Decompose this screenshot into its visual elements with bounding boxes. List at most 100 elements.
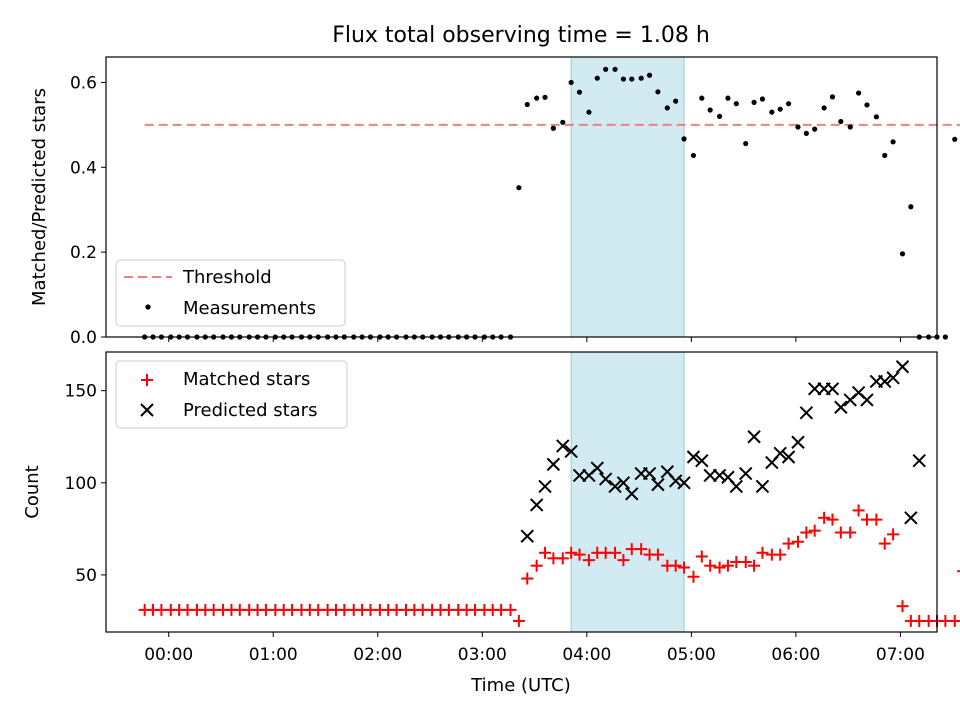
matched-stars-point: [651, 548, 664, 561]
measurement-point: [560, 119, 566, 125]
predicted-stars-point: [834, 400, 848, 414]
matched-stars-point: [826, 513, 839, 526]
y-tick-label: 0.4: [70, 158, 97, 178]
measurement-point: [576, 89, 583, 95]
matched-stars-point: [521, 572, 534, 585]
bottom-y-axis: 50 100 150: [65, 382, 106, 586]
matched-stars-point: [739, 556, 752, 568]
predicted-stars-point: [729, 479, 744, 494]
measurement-point: [707, 107, 713, 113]
matched-stars-point: [582, 554, 595, 567]
predicted-stars-point: [755, 479, 770, 494]
y-tick-label: 0.2: [70, 243, 97, 263]
predicted-stars-point: [895, 360, 910, 374]
predicted-stars-point: [590, 461, 604, 475]
predicted-stars-point: [747, 430, 761, 444]
matched-stars-point: [695, 550, 708, 563]
x-tick-label: 06:00: [771, 645, 820, 665]
chart-title: Flux total observing time = 1.08 h: [332, 23, 710, 48]
measurement-point: [568, 79, 574, 86]
x-tick-label: 03:00: [458, 645, 507, 665]
measurement-point: [620, 76, 627, 82]
predicted-stars-point: [538, 479, 552, 494]
measurement-point: [603, 66, 609, 72]
measurement-point: [638, 75, 644, 81]
measurement-point: [812, 126, 818, 132]
measurement-point: [733, 101, 739, 107]
matched-stars-point: [704, 559, 717, 572]
top-x-ticks: [168, 337, 901, 342]
predicted-stars-point: [878, 374, 892, 389]
matched-stars-point: [791, 535, 804, 548]
measurement-point: [594, 75, 600, 81]
top-y-axis-label: Matched/Predicted stars: [29, 88, 50, 306]
measurement-point: [882, 152, 888, 159]
measurement-point: [803, 130, 809, 136]
predicted-stars-point: [799, 406, 814, 420]
measurement-point: [690, 152, 697, 159]
matched-stars-point: [844, 526, 857, 539]
x-tick-label: 02:00: [353, 645, 402, 665]
matched-stars-point: [539, 546, 552, 559]
predicted-legend-label: Predicted stars: [183, 400, 317, 421]
top-legend-box: [115, 259, 346, 327]
matched-stars-point: [687, 570, 700, 583]
measurement-point: [542, 94, 548, 100]
predicted-stars-point: [598, 472, 613, 486]
x-axis-label: Time (UTC): [470, 675, 571, 696]
measurement-point: [550, 125, 556, 131]
measurement-point: [873, 114, 879, 120]
measurement-point: [769, 109, 775, 115]
measurement-point: [516, 185, 522, 191]
measurement-point: [743, 140, 749, 147]
matched-legend-label: Matched stars: [183, 369, 310, 390]
top-axes-frame: [105, 56, 938, 338]
predicted-stars-point: [564, 444, 578, 459]
matched-stars-point: [565, 546, 578, 559]
predicted-stars-point: [616, 476, 631, 490]
observing-window-span: [570, 56, 685, 338]
predicted-stars-point: [651, 477, 665, 492]
matched-stars-point: [573, 548, 586, 561]
observing-window-span: [570, 351, 685, 633]
predicted-stars-point: [668, 474, 683, 488]
x-tick-label: 05:00: [667, 645, 716, 665]
y-tick-label: 50: [75, 566, 97, 586]
matched-stars-point: [948, 614, 960, 627]
measurement-point: [524, 101, 530, 108]
predicted-stars-point: [904, 511, 918, 525]
bottom-legend-box: [115, 360, 348, 429]
matched-stars-point: [669, 559, 682, 572]
matched-stars-point: [870, 513, 883, 526]
measurement-point: [681, 136, 687, 142]
threshold-legend-label: Threshold: [182, 267, 272, 288]
matched-stars-point: [800, 526, 813, 539]
top-y-axis: 0.0 0.2 0.4 0.6: [70, 73, 106, 348]
matched-stars-point: [512, 614, 525, 627]
y-tick-label: 0.6: [70, 73, 97, 93]
matched-stars-point: [782, 537, 795, 550]
matched-stars-point: [957, 570, 960, 573]
x-tick-label: 01:00: [249, 645, 298, 665]
x-tick-label: 04:00: [562, 645, 611, 665]
bottom-y-axis-label: Count: [22, 465, 43, 518]
matched-stars-point: [504, 603, 517, 616]
measurement-point: [751, 99, 757, 105]
measurement-point: [699, 95, 705, 101]
matched-stars-point: [896, 600, 909, 613]
predicted-stars-point: [791, 435, 805, 449]
measurement-point: [908, 204, 914, 210]
matched-stars-point: [756, 546, 769, 559]
matched-stars-point: [635, 543, 648, 556]
measurement-point: [725, 95, 731, 101]
predicted-stars-point: [912, 453, 926, 468]
measurement-point: [864, 102, 870, 108]
bottom-x-axis: 00:00 01:00 02:00 03:00 04:00 05:00 06:00 07:00: [144, 632, 925, 665]
predicted-stars-point: [546, 457, 561, 472]
predicted-stars-point: [625, 487, 639, 501]
measurement-point: [847, 124, 853, 130]
matched-stars-point: [808, 524, 821, 537]
matched-stars-point: [713, 561, 726, 574]
measurement-point: [821, 105, 827, 111]
